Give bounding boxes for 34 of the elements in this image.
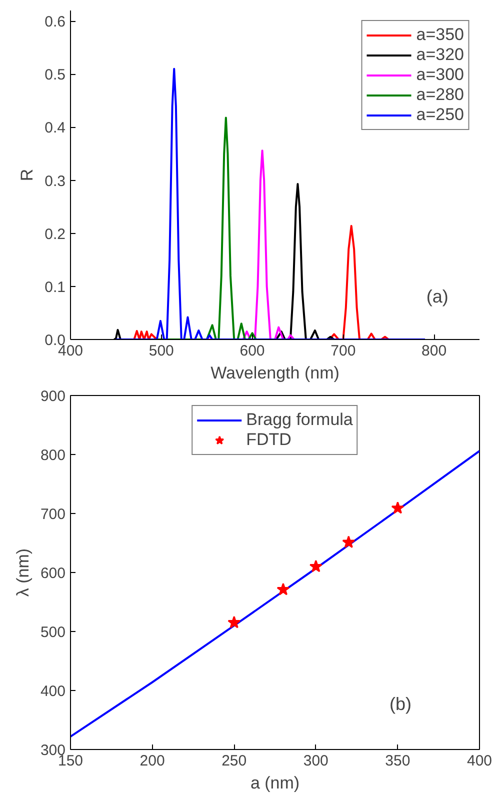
y-tick-label: 0.2 [44,226,66,243]
legend-label: a=250 [416,105,464,125]
legend-label: FDTD [246,430,292,450]
x-axis-title: a (nm) [250,774,300,792]
y-tick-label: 900 [40,388,66,405]
legend-label: a=350 [416,25,464,45]
x-tick-label: 250 [222,752,247,770]
x-tick-label: 500 [148,342,174,360]
annotation: (b) [390,694,412,714]
y-tick-label: 600 [40,565,66,582]
legend-label: a=280 [416,85,464,105]
annotation: (a) [426,286,448,307]
x-tick-label: 600 [240,342,265,360]
x-tick-label: 800 [422,342,447,360]
y-tick-label: 500 [40,624,66,641]
y-axis-title: R [18,168,37,182]
y-tick-label: 0.4 [44,120,66,137]
x-axis-title: Wavelength (nm) [210,364,340,382]
x-tick-label: 350 [385,752,410,770]
y-tick-label: 400 [40,683,66,700]
y-tick-label: 0.5 [44,66,66,84]
legend-label: a=300 [416,65,464,85]
y-tick-label: 0.3 [44,172,66,190]
y-tick-label: 0.6 [44,14,66,31]
y-tick-label: 0.1 [44,278,66,296]
y-axis-title: λ (nm) [13,548,32,597]
x-tick-label: 400 [466,752,492,770]
x-tick-label: 200 [140,752,165,770]
x-tick-label: 700 [330,342,356,360]
legend-label: Bragg formula [246,410,353,430]
y-tick-label: 700 [40,506,66,523]
x-tick-label: 300 [303,752,328,770]
legend-label: a=320 [416,45,464,65]
y-tick-label: 800 [40,447,66,464]
